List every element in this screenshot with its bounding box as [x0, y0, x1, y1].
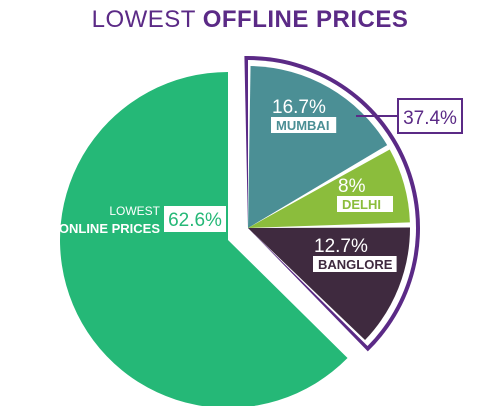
mumbai-name-label: MUMBAI: [276, 118, 329, 133]
slice-mumbai: [248, 66, 388, 228]
title-bold: OFFLINE PRICES: [202, 6, 409, 33]
online-pct-label: 62.6%: [168, 210, 222, 231]
slice-lowest-online-prices: [60, 72, 348, 406]
delhi-pct-label: 8%: [338, 176, 366, 197]
mumbai-pct-label: 16.7%: [272, 97, 326, 118]
banglore-pct-label: 12.7%: [314, 236, 368, 257]
slice-banglore: [248, 227, 411, 341]
banglore-name-label: BANGLORE: [318, 257, 393, 272]
mumbai-name-label-bg: [271, 117, 337, 133]
page-title: LOWEST OFFLINE PRICES: [0, 6, 500, 34]
online-label-line2: ONLINE PRICES: [59, 221, 160, 236]
offline-total-label: 37.4%: [403, 108, 457, 129]
callout-box: [397, 98, 463, 134]
online-pct-bg: [164, 206, 226, 232]
title-light: LOWEST: [91, 6, 196, 33]
delhi-name-label: DELHI: [342, 197, 381, 212]
online-label-line1: LOWEST: [109, 204, 160, 218]
delhi-name-label-bg: [337, 196, 393, 212]
banglore-name-label-bg: [313, 256, 397, 272]
